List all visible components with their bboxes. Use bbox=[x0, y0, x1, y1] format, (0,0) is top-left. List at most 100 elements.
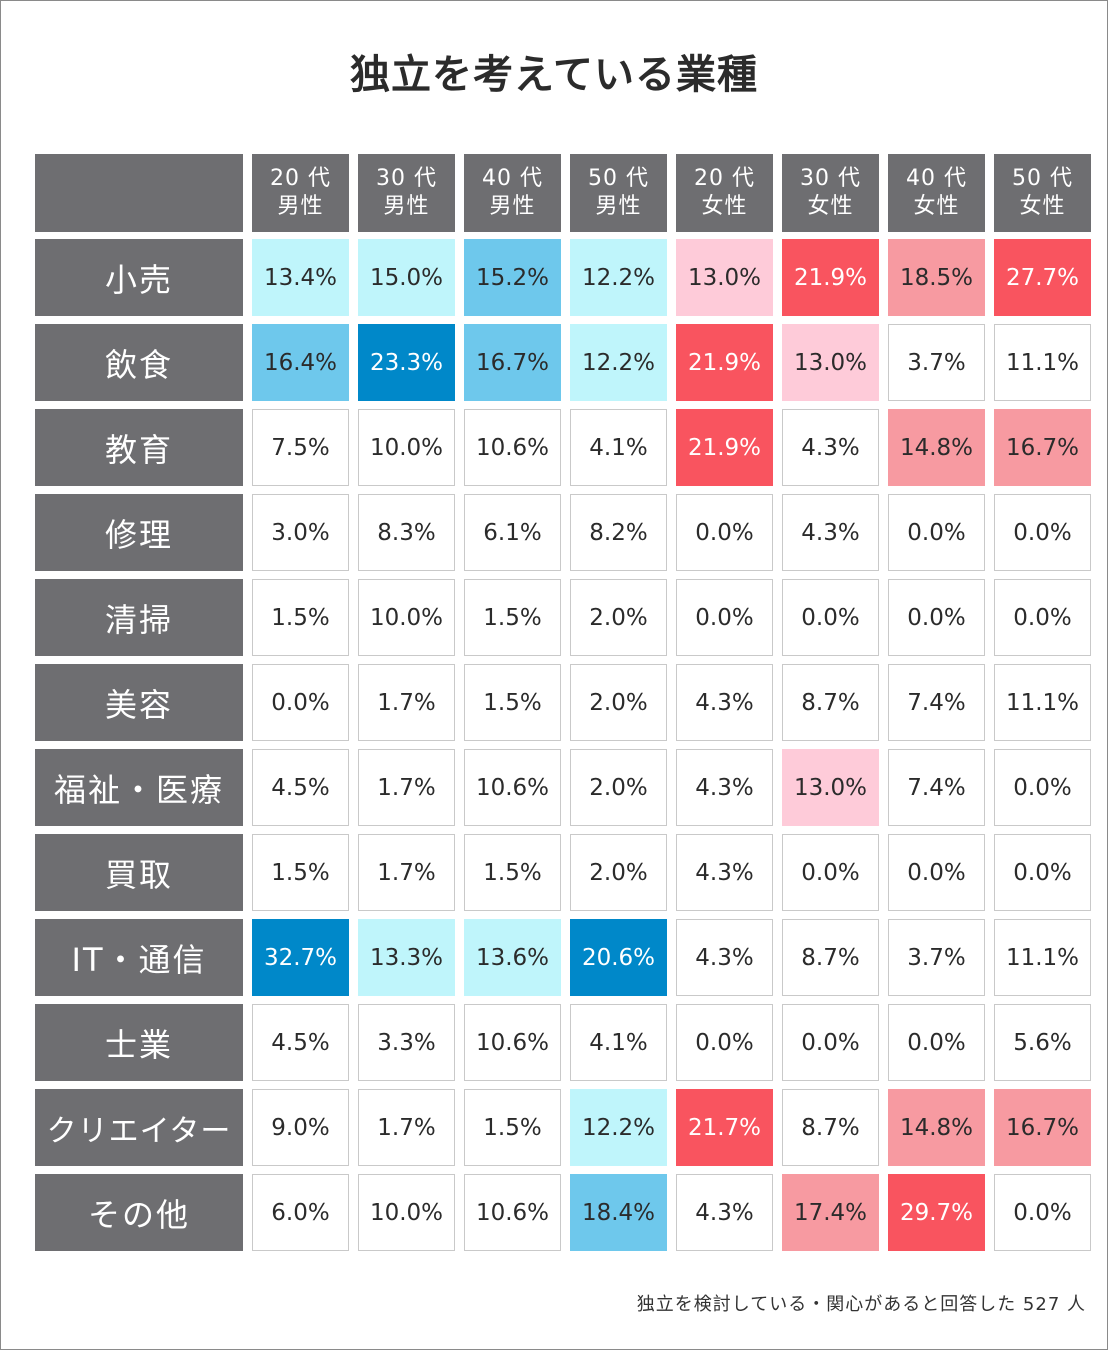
data-cell: 13.3% bbox=[358, 919, 455, 996]
column-header-gender: 女性 bbox=[807, 194, 854, 219]
data-cell: 2.0% bbox=[570, 579, 667, 656]
column-header-age: 30 代 bbox=[376, 166, 437, 191]
data-cell: 0.0% bbox=[888, 579, 985, 656]
data-cell: 10.6% bbox=[464, 1174, 561, 1251]
data-cell: 3.7% bbox=[888, 919, 985, 996]
data-cell: 13.0% bbox=[782, 749, 879, 826]
data-cell: 1.7% bbox=[358, 664, 455, 741]
data-cell: 1.7% bbox=[358, 1089, 455, 1166]
row-header: IT・通信 bbox=[35, 919, 243, 996]
data-cell: 16.7% bbox=[464, 324, 561, 401]
column-header-age: 40 代 bbox=[906, 166, 967, 191]
column-header: 40 代男性 bbox=[464, 154, 561, 232]
data-cell: 13.0% bbox=[676, 239, 773, 316]
data-cell: 10.0% bbox=[358, 1174, 455, 1251]
row-header: 福祉・医療 bbox=[35, 749, 243, 826]
data-cell: 0.0% bbox=[782, 1004, 879, 1081]
data-cell: 21.9% bbox=[676, 324, 773, 401]
data-cell: 4.3% bbox=[782, 409, 879, 486]
data-cell: 3.7% bbox=[888, 324, 985, 401]
data-cell: 1.5% bbox=[464, 834, 561, 911]
data-cell: 2.0% bbox=[570, 834, 667, 911]
column-header: 30 代男性 bbox=[358, 154, 455, 232]
column-header: 20 代男性 bbox=[252, 154, 349, 232]
row-header: 修理 bbox=[35, 494, 243, 571]
column-header-gender: 男性 bbox=[595, 194, 642, 219]
column-header: 50 代男性 bbox=[570, 154, 667, 232]
data-cell: 14.8% bbox=[888, 409, 985, 486]
data-cell: 21.9% bbox=[676, 409, 773, 486]
data-cell: 14.8% bbox=[888, 1089, 985, 1166]
column-header-age: 50 代 bbox=[588, 166, 649, 191]
column-header-gender: 女性 bbox=[701, 194, 748, 219]
data-cell: 15.0% bbox=[358, 239, 455, 316]
data-cell: 4.3% bbox=[676, 919, 773, 996]
data-cell: 6.1% bbox=[464, 494, 561, 571]
data-cell: 10.0% bbox=[358, 579, 455, 656]
data-cell: 11.1% bbox=[994, 919, 1091, 996]
data-cell: 0.0% bbox=[782, 834, 879, 911]
data-cell: 4.5% bbox=[252, 749, 349, 826]
data-cell: 10.6% bbox=[464, 1004, 561, 1081]
column-header-gender: 男性 bbox=[277, 194, 324, 219]
data-cell: 5.6% bbox=[994, 1004, 1091, 1081]
data-cell: 6.0% bbox=[252, 1174, 349, 1251]
data-cell: 0.0% bbox=[252, 664, 349, 741]
data-cell: 1.5% bbox=[464, 579, 561, 656]
data-cell: 7.4% bbox=[888, 749, 985, 826]
column-header-age: 50 代 bbox=[1012, 166, 1073, 191]
data-cell: 11.1% bbox=[994, 324, 1091, 401]
data-cell: 20.6% bbox=[570, 919, 667, 996]
data-cell: 12.2% bbox=[570, 324, 667, 401]
data-cell: 29.7% bbox=[888, 1174, 985, 1251]
data-cell: 4.1% bbox=[570, 1004, 667, 1081]
data-cell: 0.0% bbox=[782, 579, 879, 656]
data-cell: 8.7% bbox=[782, 919, 879, 996]
column-header-age: 30 代 bbox=[800, 166, 861, 191]
data-cell: 4.3% bbox=[676, 834, 773, 911]
data-cell: 3.3% bbox=[358, 1004, 455, 1081]
table-corner bbox=[35, 154, 243, 232]
column-header-gender: 男性 bbox=[489, 194, 536, 219]
column-header-gender: 女性 bbox=[1019, 194, 1066, 219]
data-cell: 1.5% bbox=[252, 579, 349, 656]
data-cell: 8.7% bbox=[782, 664, 879, 741]
data-cell: 13.0% bbox=[782, 324, 879, 401]
data-cell: 32.7% bbox=[252, 919, 349, 996]
data-cell: 4.1% bbox=[570, 409, 667, 486]
data-cell: 12.2% bbox=[570, 239, 667, 316]
row-header: 士業 bbox=[35, 1004, 243, 1081]
data-cell: 16.7% bbox=[994, 1089, 1091, 1166]
row-header: 小売 bbox=[35, 239, 243, 316]
data-cell: 8.3% bbox=[358, 494, 455, 571]
chart-title: 独立を考えている業種 bbox=[350, 52, 758, 98]
row-header: 飲食 bbox=[35, 324, 243, 401]
data-cell: 1.5% bbox=[252, 834, 349, 911]
data-cell: 10.6% bbox=[464, 409, 561, 486]
column-header: 30 代女性 bbox=[782, 154, 879, 232]
data-cell: 15.2% bbox=[464, 239, 561, 316]
column-header: 20 代女性 bbox=[676, 154, 773, 232]
column-header-age: 20 代 bbox=[270, 166, 331, 191]
data-cell: 0.0% bbox=[994, 579, 1091, 656]
row-header: 買取 bbox=[35, 834, 243, 911]
data-cell: 1.5% bbox=[464, 1089, 561, 1166]
data-cell: 17.4% bbox=[782, 1174, 879, 1251]
column-header-age: 40 代 bbox=[482, 166, 543, 191]
column-header: 50 代女性 bbox=[994, 154, 1091, 232]
data-cell: 27.7% bbox=[994, 239, 1091, 316]
row-header: 美容 bbox=[35, 664, 243, 741]
data-cell: 8.7% bbox=[782, 1089, 879, 1166]
data-cell: 0.0% bbox=[676, 494, 773, 571]
data-cell: 0.0% bbox=[676, 579, 773, 656]
data-cell: 0.0% bbox=[888, 1004, 985, 1081]
row-header: その他 bbox=[35, 1174, 243, 1251]
data-cell: 21.7% bbox=[676, 1089, 773, 1166]
data-cell: 1.7% bbox=[358, 749, 455, 826]
data-cell: 0.0% bbox=[994, 749, 1091, 826]
data-cell: 4.3% bbox=[782, 494, 879, 571]
data-cell: 0.0% bbox=[994, 834, 1091, 911]
data-cell: 4.5% bbox=[252, 1004, 349, 1081]
data-cell: 18.5% bbox=[888, 239, 985, 316]
